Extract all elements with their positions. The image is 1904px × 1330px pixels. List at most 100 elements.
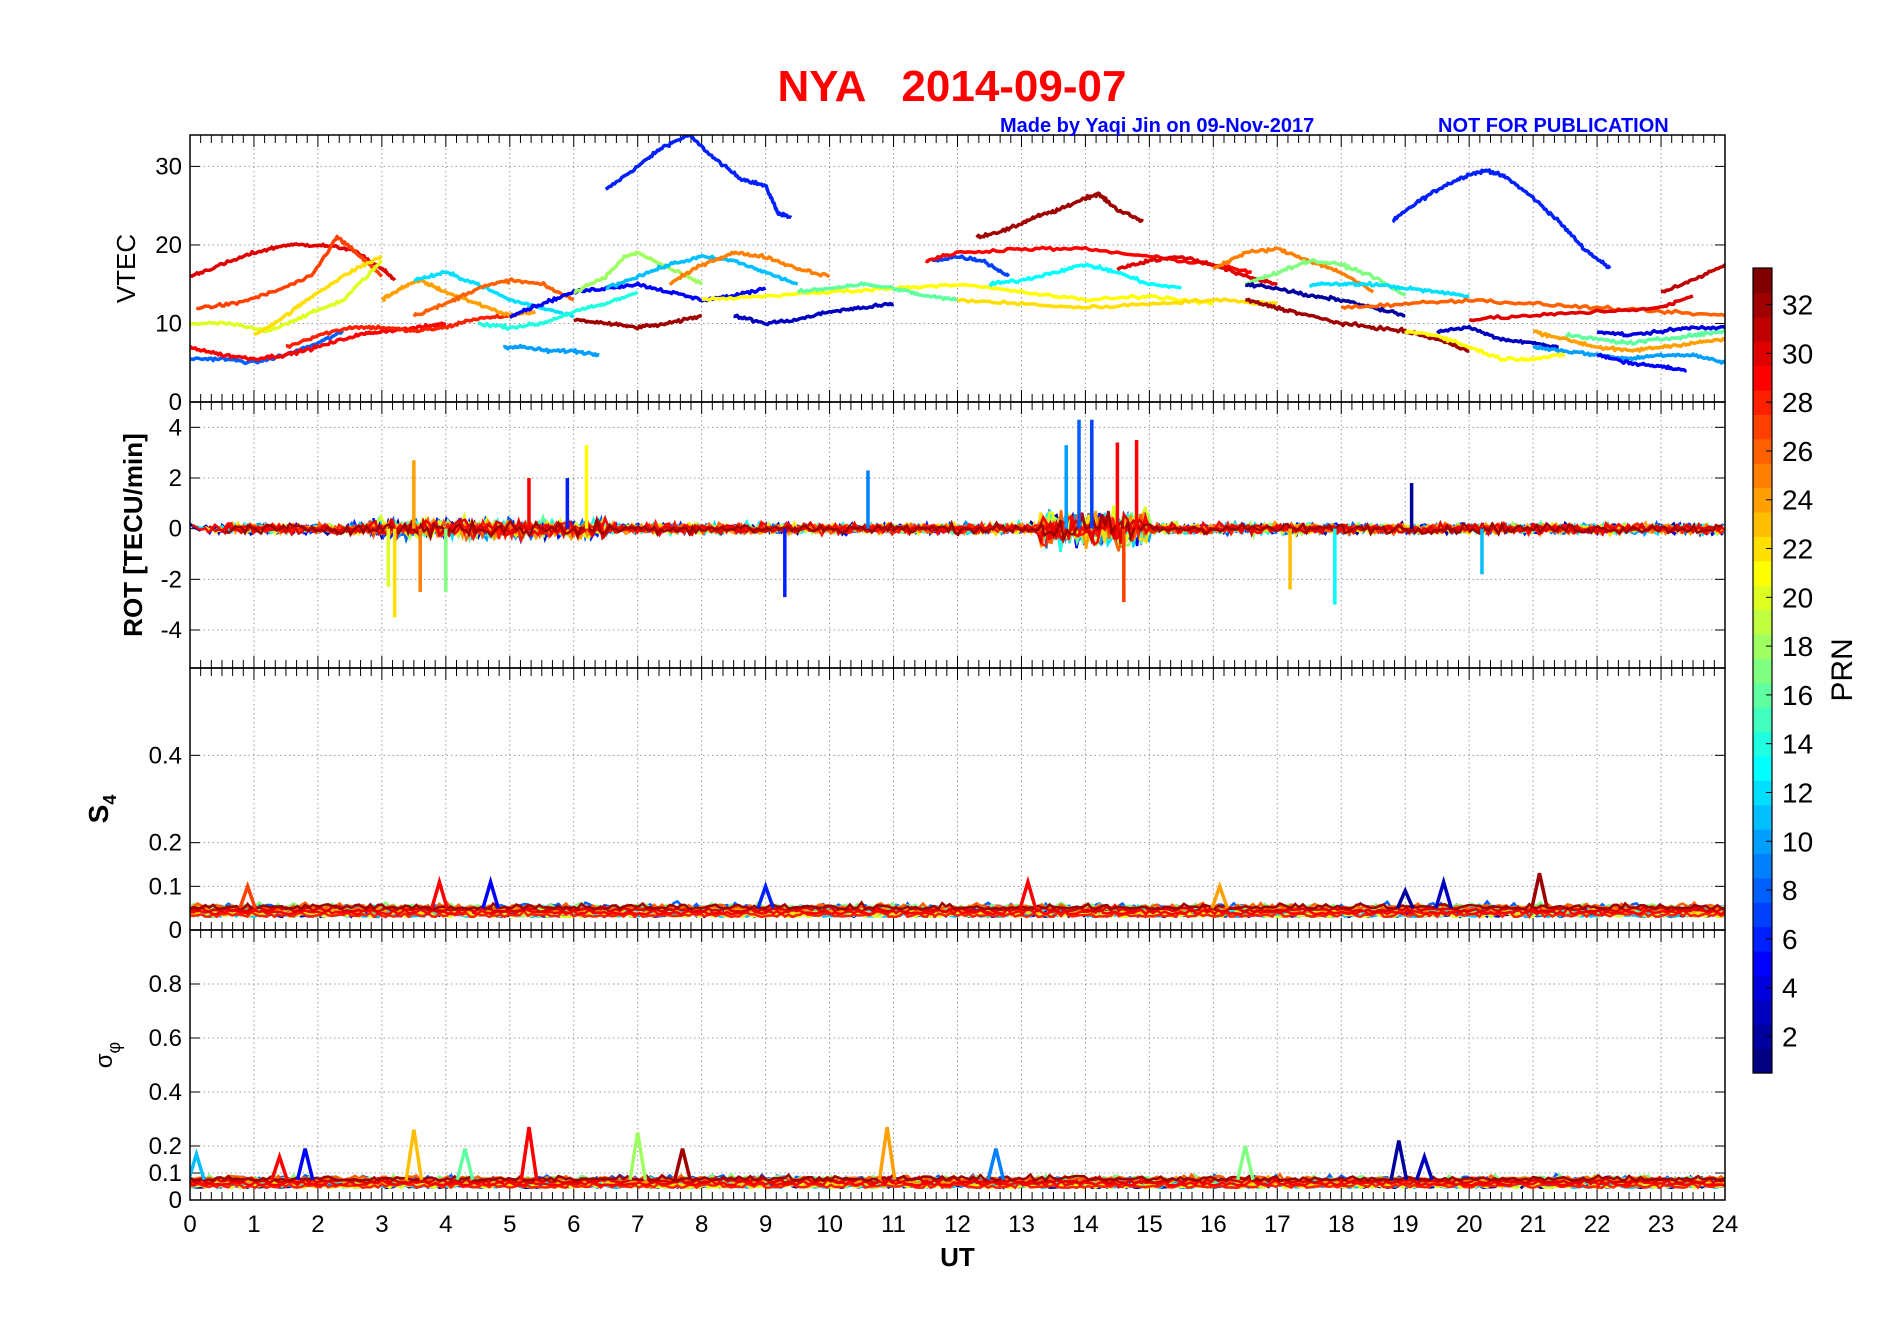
- colorbar-swatch: [1753, 389, 1772, 415]
- y-tick-label: 0: [169, 389, 182, 416]
- colorbar-tick-label: 2: [1782, 1021, 1798, 1052]
- colorbar-tick-label: 4: [1782, 973, 1798, 1004]
- rot-series-prn-32: [225, 510, 1723, 543]
- data-layer-sigma_phi: [190, 1126, 1725, 1190]
- colorbar-tick-label: 32: [1782, 290, 1813, 321]
- colorbar-swatch: [1753, 829, 1772, 855]
- colorbar-frame: [1752, 267, 1773, 1074]
- x-tick-label: 20: [1456, 1211, 1483, 1238]
- vtec-series-prn-16: [1565, 329, 1725, 346]
- y-axis-label-rot: ROT [TECU/min]: [118, 433, 148, 637]
- vtec-series-prn-21: [1404, 329, 1566, 363]
- colorbar-tick-label: 14: [1782, 729, 1813, 760]
- peak-prn-9: [986, 1148, 1006, 1181]
- x-tick-label: 19: [1392, 1211, 1419, 1238]
- x-tick-label: 24: [1712, 1211, 1739, 1238]
- colorbar-swatch: [1753, 926, 1772, 952]
- vtec-series-prn-28: [285, 313, 511, 349]
- colorbar-swatch: [1753, 560, 1772, 586]
- y-tick-label: 0.8: [149, 971, 182, 998]
- x-tick-label: 0: [183, 1211, 196, 1238]
- colorbar-tick-label: 12: [1782, 777, 1813, 808]
- x-tick-label: 15: [1136, 1211, 1163, 1238]
- panel-sigma_phi: 00.10.2 0.4 0.6 0.8: [149, 930, 1726, 1214]
- y-axis-label-vtec: VTEC: [111, 234, 141, 303]
- y-tick-label: -4: [161, 617, 182, 644]
- peak-prn-3: [1434, 875, 1453, 909]
- vtec-series-prn-25: [1212, 246, 1375, 294]
- colorbar-swatch: [1753, 609, 1772, 635]
- subscript: φ: [104, 1042, 124, 1054]
- peak-prn-29: [519, 1126, 539, 1181]
- colorbar-swatch: [1753, 755, 1772, 781]
- series-prn-32: [190, 1172, 1725, 1183]
- colorbar-swatch: [1753, 707, 1772, 733]
- disclaimer-text: NOT FOR PUBLICATION: [1438, 115, 1669, 137]
- x-tick-label: 6: [567, 1211, 580, 1238]
- colorbar-tick-label: 16: [1782, 680, 1813, 711]
- y-tick-label: 0.2: [149, 1133, 182, 1160]
- data-layer-rot: [190, 419, 1725, 618]
- colorbar-swatch: [1753, 975, 1772, 1001]
- chart-title: NYA 2014-09-07: [777, 62, 1127, 111]
- colorbar-tick-label: 22: [1782, 534, 1813, 565]
- vtec-series-prn-30: [190, 242, 397, 282]
- vtec-series-prn-10: [502, 343, 600, 358]
- colorbar-tick-label: 26: [1782, 436, 1813, 467]
- vtec-series-prn-11: [605, 253, 799, 291]
- colorbar-swatch: [1753, 853, 1772, 879]
- x-tick-label: 4: [439, 1211, 452, 1238]
- peak-prn-29: [270, 1151, 289, 1181]
- colorbar-swatch: [1753, 731, 1772, 757]
- colorbar-swatch: [1753, 487, 1772, 513]
- peak-prn-16: [455, 1148, 475, 1181]
- y-tick-label: 0: [169, 516, 182, 543]
- y-tick-label: 0.4: [149, 742, 182, 769]
- peak-prn-24: [1210, 880, 1230, 909]
- colorbar-swatch: [1753, 999, 1772, 1025]
- vtec-series-prn-2: [1244, 282, 1406, 318]
- vtec-series-prn-27: [195, 234, 384, 311]
- peak-prn-17: [1235, 1145, 1255, 1181]
- colorbar-swatch: [1753, 877, 1772, 903]
- vtec-series-prn-30: [1116, 255, 1278, 286]
- vtec-series-prn-5: [509, 281, 767, 319]
- vtec-series-prn-24: [1533, 329, 1725, 353]
- vtec-series-prn-5: [1596, 353, 1687, 373]
- y-tick-label: 4: [169, 414, 182, 441]
- x-tick-label: 11: [881, 1211, 906, 1238]
- y-tick-label: 0.2: [149, 830, 182, 857]
- vtec-series-prn-17: [1244, 258, 1407, 298]
- x-tick-label: 2: [311, 1211, 324, 1238]
- x-tick-label: 9: [759, 1211, 772, 1238]
- x-tick-label: 21: [1520, 1211, 1547, 1238]
- colorbar-swatch: [1753, 682, 1772, 708]
- colorbar-swatch: [1753, 268, 1772, 293]
- vtec-series-prn-21: [701, 282, 1214, 306]
- colorbar-label: PRN: [1826, 638, 1859, 701]
- peak-prn-2: [1395, 886, 1415, 909]
- colorbar-tick-label: 10: [1782, 826, 1813, 857]
- vtec-series-prn-10: [1532, 344, 1725, 365]
- colorbar-tick-label: 6: [1782, 924, 1798, 955]
- x-tick-label: 23: [1648, 1211, 1675, 1238]
- colorbar-swatch: [1753, 804, 1772, 830]
- colorbar-tick-label: 18: [1782, 631, 1813, 662]
- vtec-series-prn-30: [1468, 294, 1694, 323]
- peak-prn-5: [481, 875, 500, 909]
- peak-prn-18: [628, 1132, 648, 1181]
- peak-prn-29: [1018, 875, 1038, 909]
- vtec-series-prn-13: [988, 262, 1182, 290]
- colorbar-swatch: [1753, 463, 1772, 489]
- peak-prn-32: [673, 1148, 692, 1181]
- vtec-series-prn-3: [733, 301, 895, 327]
- x-tick-label: 10: [816, 1211, 843, 1238]
- vtec-series-prn-25: [668, 250, 831, 286]
- vtec-series-prn-26: [1340, 297, 1725, 318]
- colorbar-swatch: [1753, 902, 1772, 928]
- colorbar-tick-label: 20: [1782, 582, 1813, 613]
- vtec-series-prn-32: [1245, 297, 1470, 353]
- colorbar-swatch: [1753, 585, 1772, 611]
- y-tick-label: 20: [155, 232, 182, 259]
- vtec-series-prn-22: [956, 297, 1278, 310]
